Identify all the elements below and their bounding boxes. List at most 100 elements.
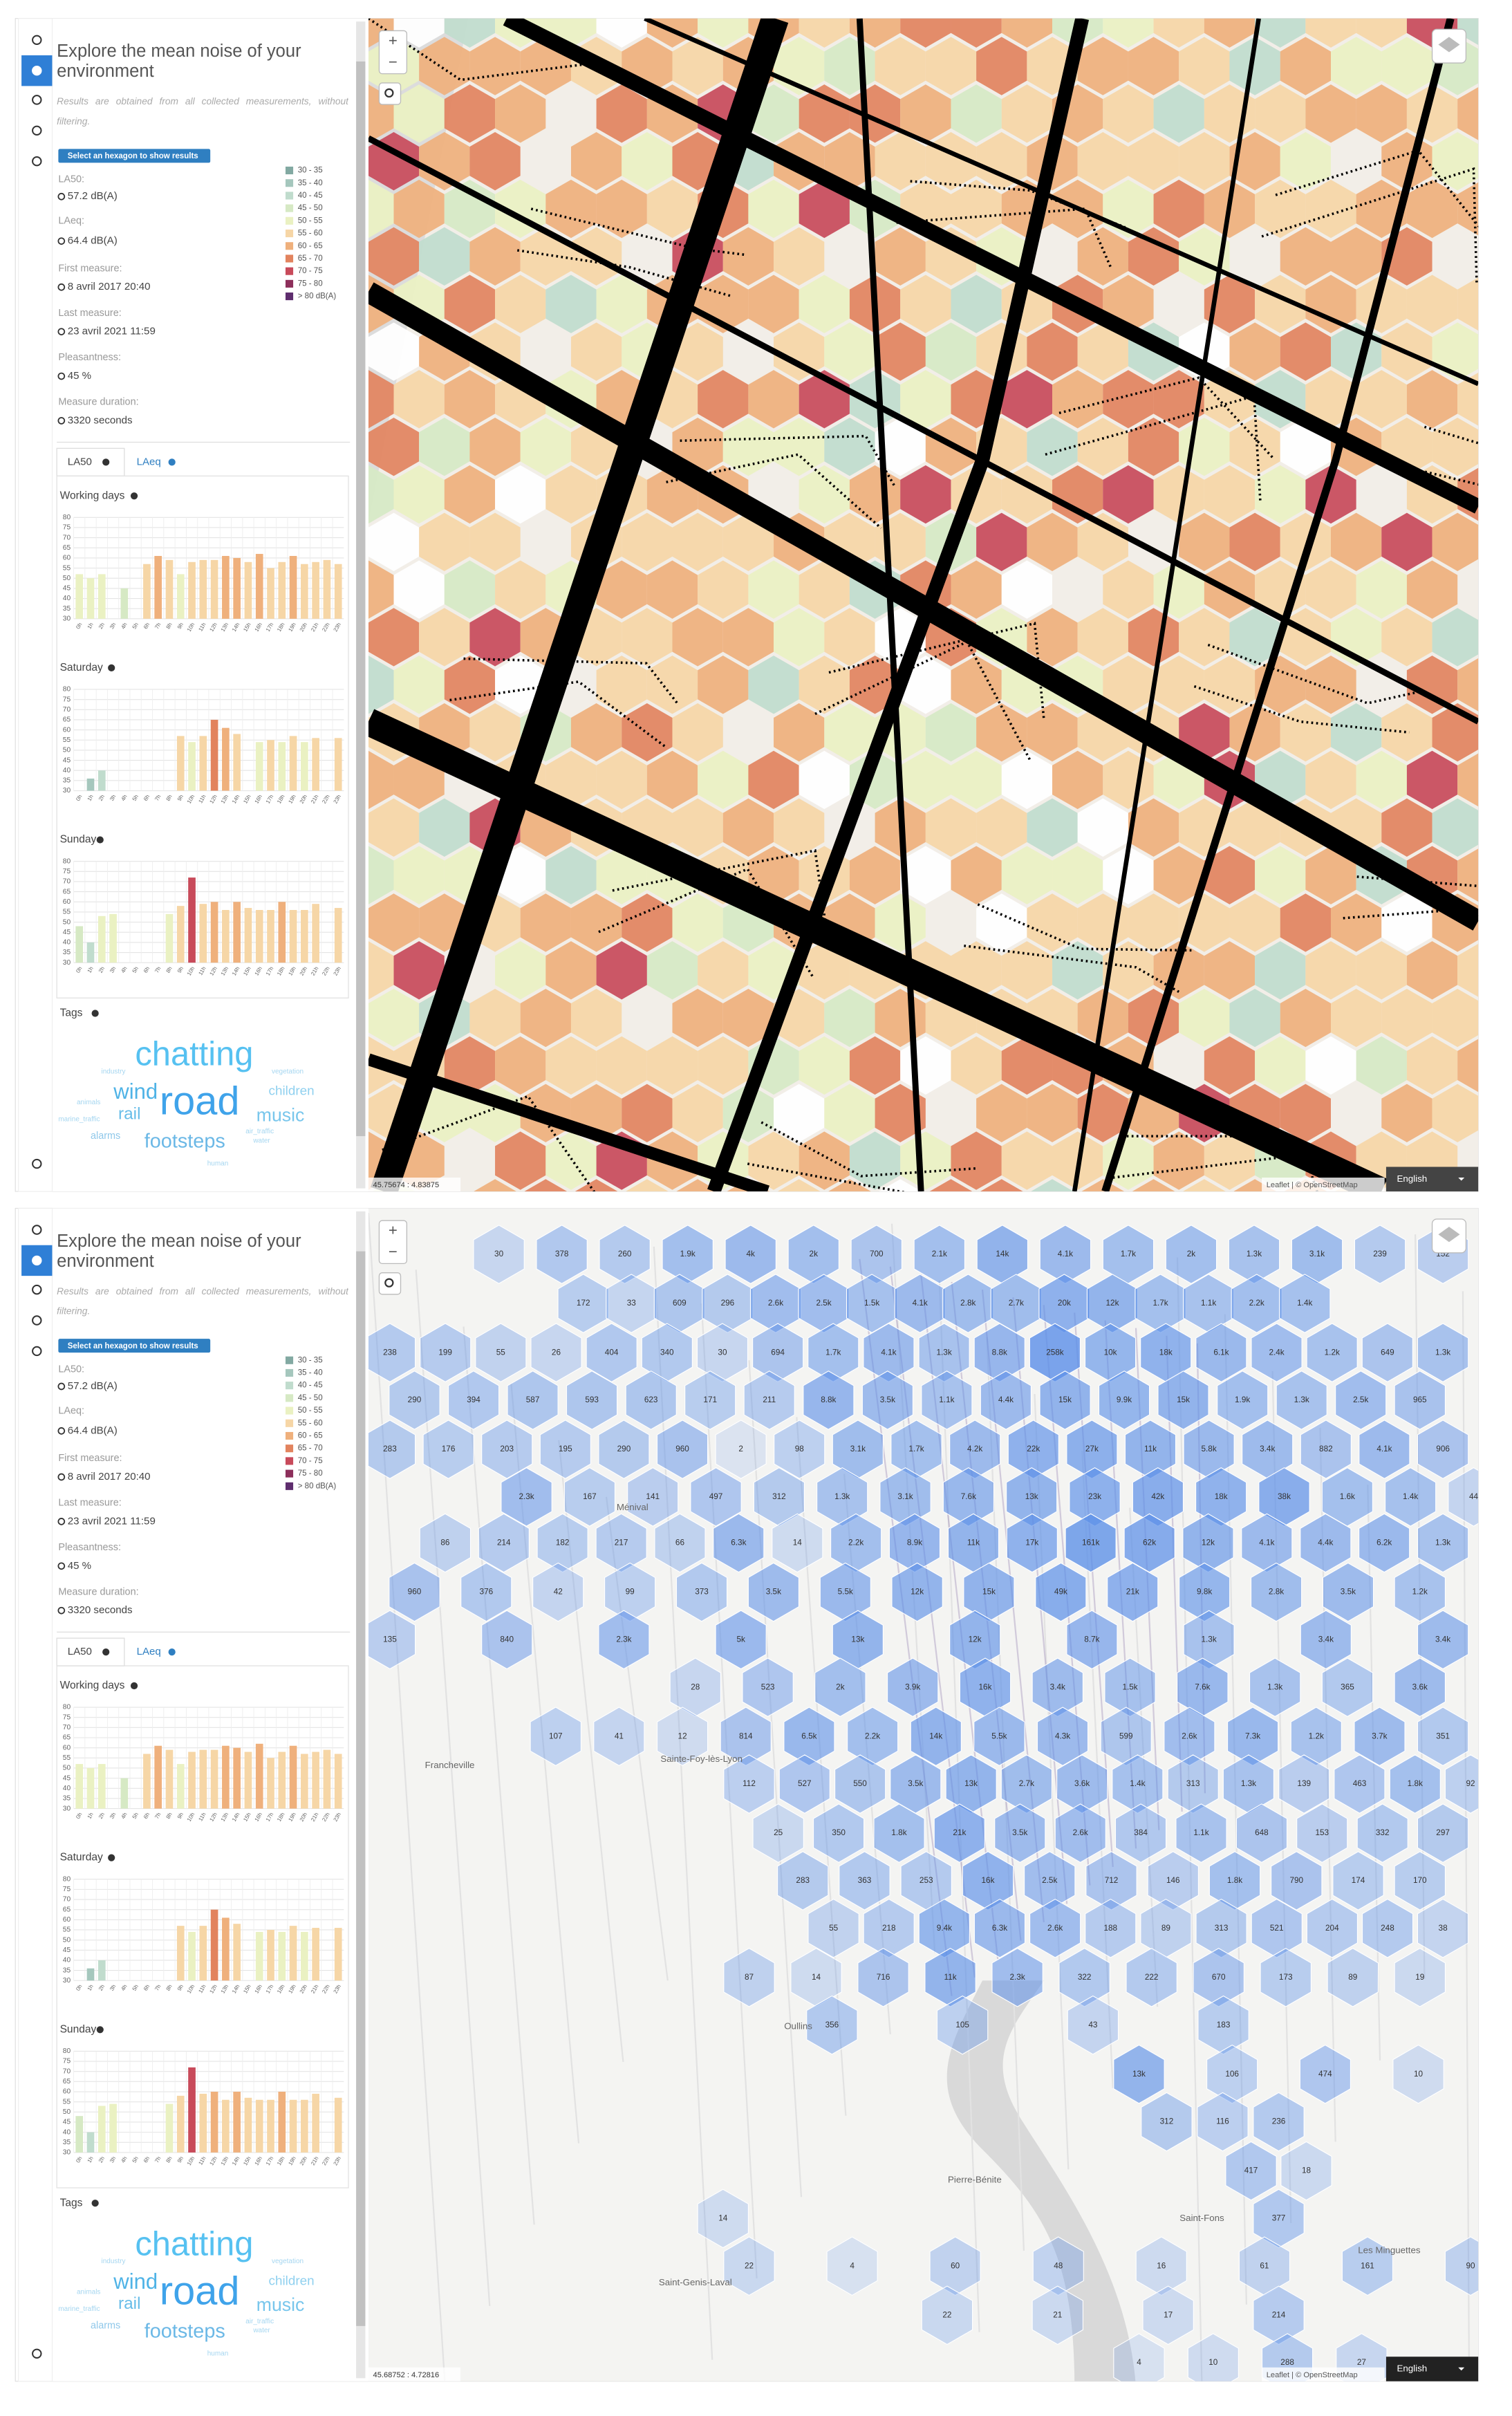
zoom-out[interactable]: − [389, 1243, 398, 1261]
sidebar-icon[interactable] [32, 1255, 42, 1266]
count-hexagon [913, 1225, 966, 1284]
y-tick-label: 55 [63, 736, 71, 744]
count-hexagon [1112, 1754, 1164, 1814]
place-name: Les Minguettes [1358, 2245, 1421, 2256]
hex-count-label: 8.8k [992, 1348, 1007, 1357]
sidebar-icon[interactable] [32, 2348, 42, 2359]
noise-hexagon [698, 941, 749, 1000]
hex-count-label: 1.8k [891, 1828, 906, 1837]
count-hexagon [1197, 1995, 1249, 2055]
bar [289, 736, 297, 791]
count-hexagon [1036, 1707, 1089, 1767]
sidebar-icon[interactable] [32, 1346, 42, 1357]
select-button[interactable] [58, 149, 211, 163]
sidebar-icon[interactable] [32, 156, 42, 167]
legend-swatch [285, 1457, 294, 1465]
hex-count-label: 13k [964, 1779, 978, 1788]
hex-count-label: 623 [644, 1395, 658, 1404]
x-tick-label: 9h [176, 2155, 185, 2164]
sidebar-icon[interactable] [32, 35, 42, 46]
tab-label[interactable]: LAeq [137, 1646, 161, 1657]
search-icon [384, 1278, 394, 1288]
count-hexagon [1179, 1562, 1231, 1622]
tag-word: footsteps [144, 2320, 225, 2342]
zoom-in[interactable]: + [389, 1222, 398, 1239]
tab-label[interactable]: LAeq [137, 456, 161, 467]
x-tick-label: 4h [120, 622, 128, 630]
sidebar-icon[interactable] [32, 1284, 42, 1295]
noise-hexagon [774, 1084, 825, 1142]
y-tick-label: 70 [63, 1896, 71, 1904]
sidebar-icon[interactable] [32, 125, 42, 136]
sidebar-icon[interactable] [32, 65, 42, 76]
tag-word: air_traffic [245, 1128, 274, 1135]
noise-hexagon [1457, 182, 1479, 236]
noise-hexagon [495, 84, 546, 143]
sidebar-icon[interactable] [32, 1158, 42, 1169]
tab-active[interactable] [56, 1637, 125, 1666]
legend-swatch [285, 1368, 294, 1377]
count-hexagon [1227, 1707, 1279, 1767]
zoom-out[interactable]: − [389, 53, 398, 71]
tag-word: rail [118, 2294, 141, 2313]
bar [244, 908, 252, 963]
hex-count-label: 497 [709, 1492, 723, 1501]
count-hexagon [1032, 2236, 1084, 2296]
tab-active[interactable] [56, 447, 125, 477]
x-tick-label: 5h [131, 1983, 140, 1991]
icon-strip [18, 18, 53, 1192]
count-hexagon [752, 1323, 804, 1382]
bar [143, 1754, 151, 1809]
noise-hexagon [393, 465, 445, 524]
bar [97, 574, 106, 619]
hex-count-label: 42k [1151, 1492, 1164, 1501]
legend-label: 30 - 35 [298, 1356, 323, 1364]
select-button[interactable] [58, 1339, 211, 1353]
coords-box [368, 1178, 461, 1192]
hex-count-label: 107 [549, 1731, 563, 1740]
count-hexagon [715, 1610, 767, 1670]
count-hexagon [1444, 1754, 1479, 1814]
hex-count-label: 1.3k [1435, 1539, 1450, 1548]
legend-swatch [285, 279, 294, 288]
count-hexagon [1300, 1513, 1352, 1573]
hex-count-label: 965 [1413, 1395, 1427, 1404]
x-tick-label: 9h [176, 1983, 185, 1991]
sidebar-icon[interactable] [32, 1225, 42, 1235]
noise-hexagon [545, 275, 597, 333]
noise-hexagon [1027, 703, 1078, 762]
noise-hexagon [1027, 798, 1078, 857]
hex-count-label: 649 [1381, 1348, 1394, 1357]
noise-hexagon [570, 703, 622, 762]
tab-label[interactable]: LA50 [68, 456, 92, 467]
noise-hexagon [1305, 275, 1356, 333]
count-hexagon [787, 1225, 839, 1284]
count-hexagon [1066, 1420, 1118, 1479]
tab-label[interactable]: LA50 [68, 1646, 92, 1657]
hex-count-label: 22 [942, 2310, 951, 2319]
noise-hexagon [622, 608, 673, 667]
noise-hexagon [1356, 18, 1407, 48]
count-hexagon [1113, 2333, 1165, 2381]
tag-word: industry [102, 2258, 126, 2265]
hex-count-label: 3.4k [1260, 1444, 1275, 1453]
x-tick-label: 0h [75, 965, 83, 974]
y-tick-label: 70 [63, 2067, 71, 2075]
measurement-dots [977, 903, 1193, 952]
sidebar-icon[interactable] [32, 95, 42, 105]
noise-hexagon [951, 560, 1002, 619]
chart-title: Saturday [60, 662, 103, 673]
hex-count-label: 6.5k [801, 1731, 816, 1740]
noise-hexagon [368, 750, 394, 810]
noise-hexagon [1153, 846, 1204, 904]
search-button[interactable] [378, 82, 402, 105]
legend-label: 45 - 50 [298, 204, 323, 212]
hex-count-label: 2 [738, 1444, 743, 1453]
search-button[interactable] [378, 1272, 402, 1295]
legend-swatch [285, 242, 294, 250]
count-hexagon [1157, 1370, 1209, 1430]
sidebar-icon[interactable] [32, 1315, 42, 1326]
zoom-in[interactable]: + [389, 32, 398, 49]
legend-swatch [285, 1382, 294, 1390]
count-hexagon [1359, 1420, 1410, 1479]
